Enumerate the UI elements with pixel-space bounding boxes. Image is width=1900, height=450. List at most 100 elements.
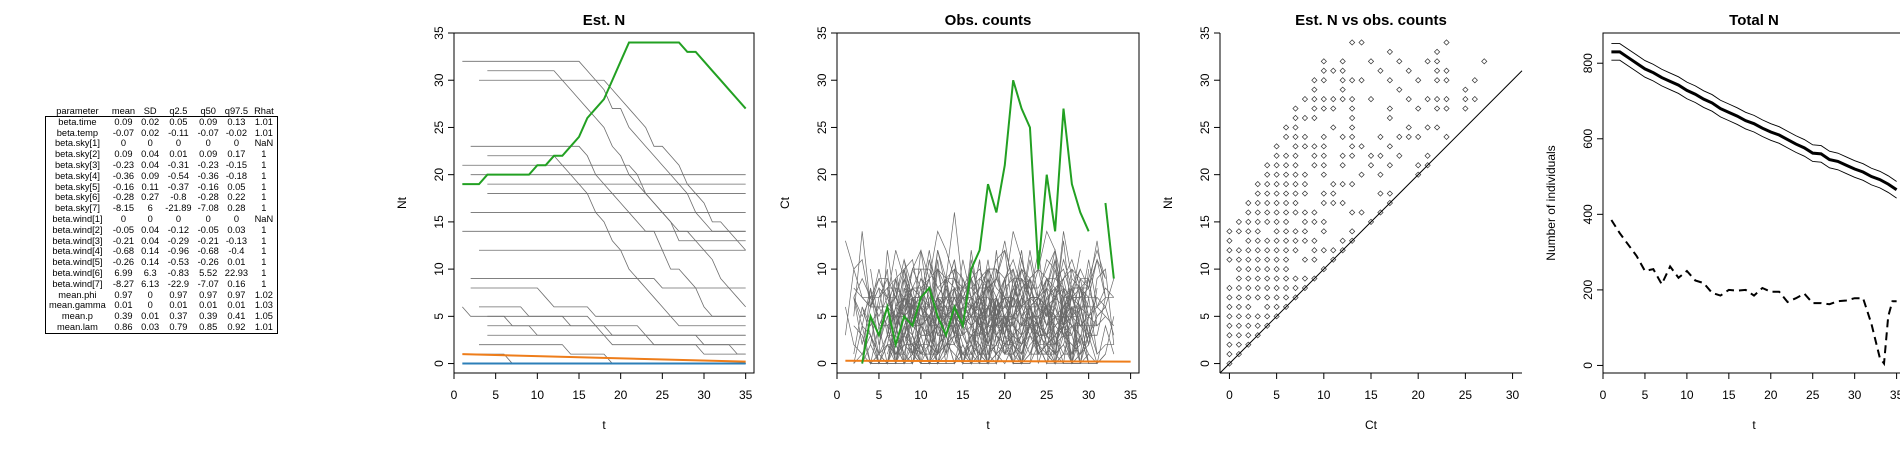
scatter-point	[1235, 313, 1242, 320]
scatter-point	[1292, 143, 1299, 150]
scatter-point	[1339, 77, 1346, 84]
scatter-point	[1264, 181, 1271, 188]
scatter-point	[1226, 303, 1233, 310]
table-cell: 0.86	[114, 321, 133, 332]
chart-panel-1: Est. N 0 5 10 15 20 25 30 35 0 5 10 15 20 25 30 35 t Nt	[395, 12, 755, 432]
upper-credible-line	[1611, 43, 1897, 182]
table-header-row: parameter mean SD q2.5 q50 q97.5 Rhat	[46, 106, 277, 117]
scatter-point	[1443, 133, 1450, 140]
table-cell: -0.11	[168, 127, 189, 138]
scatter-point	[1349, 228, 1356, 235]
column-header-4: q50	[200, 106, 216, 116]
scatter-point	[1349, 152, 1356, 159]
table-row: beta.sky[6] -0.28 0.27 -0.8 -0.28 0.22 1	[46, 192, 277, 203]
scatter-point	[1311, 86, 1318, 93]
scatter-point	[1301, 256, 1309, 263]
x-tick-label: 0	[451, 388, 458, 402]
table-cell: 5.52	[199, 267, 218, 278]
table-row: beta.sky[7] -8.15 6 -21.89 -7.08 0.28 1	[46, 203, 277, 214]
scatter-point	[1245, 294, 1252, 301]
scatter-point	[1282, 294, 1290, 301]
chart-panel-2: Obs. counts 0 5 10 15 20 25 30 35 0 5 10 15 20 25 30 35 t…	[778, 12, 1140, 432]
y-tick-label: 35	[1198, 26, 1212, 40]
scatter-point	[1273, 266, 1280, 273]
scatter-point	[1282, 284, 1290, 292]
scatter-point	[1264, 190, 1271, 197]
scatter-point	[1339, 133, 1346, 140]
y-tick-label: 5	[432, 313, 446, 320]
table-cell: -0.68	[112, 246, 135, 257]
scatter-point	[1311, 143, 1318, 150]
table-cell: mean.gamma	[49, 300, 106, 311]
count-trajectory-line	[870, 258, 1098, 336]
scatter-point	[1245, 247, 1252, 254]
column-header-3: q2.5	[169, 106, 188, 116]
scatter-point	[1226, 313, 1233, 320]
table-cell: -0.29	[167, 235, 189, 246]
scatter-point	[1320, 266, 1327, 273]
table-cell: beta.wind[4]	[52, 246, 103, 257]
table-row: beta.sky[1] 0 0 0 0 0 NaN	[46, 138, 277, 149]
individual-trajectory-line	[487, 334, 746, 355]
orange-series-line	[845, 359, 1131, 363]
table-cell: -0.13	[225, 235, 248, 246]
table-cell: -22.9	[167, 278, 189, 289]
table-cell: -0.31	[167, 159, 189, 170]
scatter-point	[1264, 266, 1271, 273]
scatter-point	[1301, 228, 1309, 235]
y-tick-label: 30	[432, 73, 446, 87]
y-tick-label: 20	[432, 168, 446, 182]
scatter-point	[1415, 77, 1422, 84]
scatter-point	[1282, 171, 1290, 178]
table-cell: 0	[147, 300, 153, 311]
scatter-point	[1282, 209, 1290, 216]
table-cell: 1.01	[254, 321, 273, 332]
chart-title: Est. N	[583, 12, 626, 29]
table-cell: 0.39	[114, 311, 133, 322]
scatter-point	[1367, 218, 1375, 225]
scatter-point	[1273, 209, 1280, 216]
scatter-point	[1424, 58, 1431, 65]
scatter-point	[1320, 190, 1327, 197]
scatter-point	[1282, 275, 1290, 282]
table-cell: -0.68	[197, 246, 219, 257]
scatter-point	[1367, 96, 1375, 103]
table-cell: beta.wind[2]	[52, 224, 103, 235]
table-cell: -0.05	[197, 224, 219, 235]
scatter-point	[1311, 275, 1318, 282]
table-row: mean.lam 0.86 0.03 0.79 0.85 0.92 1.01	[46, 322, 277, 333]
scatter-point	[1245, 266, 1252, 273]
chart-title: Total N	[1729, 12, 1779, 29]
table-cell: -0.53	[167, 257, 189, 268]
scatter-point	[1292, 294, 1299, 301]
scatter-point	[1245, 341, 1252, 348]
table-cell: 0.05	[169, 116, 188, 127]
scatter-point	[1273, 143, 1280, 150]
scatter-point	[1254, 294, 1261, 301]
scatter-point	[1245, 322, 1252, 329]
scatter-point	[1396, 133, 1403, 140]
scatter-point	[1320, 162, 1327, 169]
scatter-point	[1349, 105, 1356, 112]
table-cell: 0.97	[169, 289, 188, 300]
scatter-point	[1339, 58, 1346, 65]
scatter-point	[1235, 218, 1242, 225]
table-cell: 0.41	[227, 311, 246, 322]
table-cell: 0.79	[169, 321, 188, 332]
x-tick-label: 20	[1764, 388, 1778, 402]
x-axis-label: t	[1752, 418, 1756, 432]
x-tick-label: 25	[1806, 388, 1820, 402]
table-cell: -0.36	[112, 170, 135, 181]
table-cell: 0.28	[227, 203, 246, 214]
x-tick-label: 10	[1680, 388, 1694, 402]
scatter-point	[1235, 322, 1242, 329]
y-tick-label: 400	[1581, 204, 1595, 224]
table-cell: -0.18	[225, 170, 248, 181]
scatter-point	[1282, 181, 1290, 188]
table-cell: -0.15	[225, 159, 248, 170]
scatter-point	[1386, 114, 1393, 122]
x-axis-label: t	[602, 418, 606, 432]
scatter-point	[1311, 237, 1318, 244]
scatter-point	[1433, 48, 1441, 55]
